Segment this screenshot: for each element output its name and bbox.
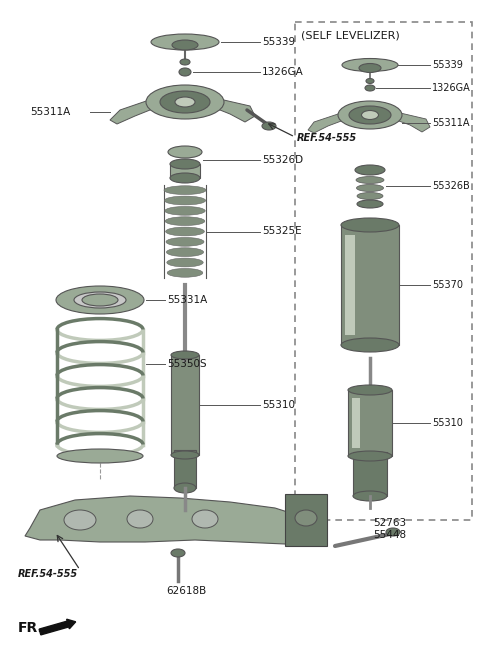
Bar xyxy=(171,355,199,455)
Bar xyxy=(285,494,327,546)
Ellipse shape xyxy=(74,292,126,308)
Ellipse shape xyxy=(179,68,191,76)
Ellipse shape xyxy=(355,165,385,175)
Ellipse shape xyxy=(357,184,384,192)
Bar xyxy=(170,164,200,178)
Ellipse shape xyxy=(170,173,200,183)
Ellipse shape xyxy=(348,451,392,461)
Text: 55325E: 55325E xyxy=(262,226,301,237)
Ellipse shape xyxy=(172,40,198,50)
Ellipse shape xyxy=(338,101,402,129)
Ellipse shape xyxy=(164,186,206,195)
Text: (SELF LEVELIZER): (SELF LEVELIZER) xyxy=(301,31,400,41)
Ellipse shape xyxy=(353,491,387,501)
Ellipse shape xyxy=(262,122,276,130)
Text: 55310: 55310 xyxy=(262,400,295,410)
Ellipse shape xyxy=(295,510,317,526)
Ellipse shape xyxy=(64,510,96,530)
Text: 1326GA: 1326GA xyxy=(262,67,304,77)
Bar xyxy=(341,225,399,345)
Ellipse shape xyxy=(361,110,379,119)
Ellipse shape xyxy=(359,64,381,73)
Polygon shape xyxy=(25,496,310,544)
Text: 55370: 55370 xyxy=(432,280,463,290)
Ellipse shape xyxy=(160,91,210,113)
Ellipse shape xyxy=(167,248,204,256)
Text: 52763: 52763 xyxy=(373,518,406,528)
Ellipse shape xyxy=(175,97,195,107)
Ellipse shape xyxy=(170,159,200,169)
Ellipse shape xyxy=(365,85,375,91)
Ellipse shape xyxy=(151,34,219,50)
Bar xyxy=(345,235,355,335)
Text: 55339: 55339 xyxy=(262,37,295,47)
Ellipse shape xyxy=(348,385,392,395)
Ellipse shape xyxy=(357,192,383,199)
Text: 55310: 55310 xyxy=(432,418,463,428)
Text: 55326D: 55326D xyxy=(262,155,303,165)
Ellipse shape xyxy=(356,176,384,184)
Text: REF.54-555: REF.54-555 xyxy=(297,133,357,143)
Ellipse shape xyxy=(127,510,153,528)
Polygon shape xyxy=(308,112,344,133)
Polygon shape xyxy=(396,112,430,132)
Ellipse shape xyxy=(167,258,203,267)
Ellipse shape xyxy=(171,451,199,459)
Ellipse shape xyxy=(164,196,205,205)
Polygon shape xyxy=(215,98,255,122)
Ellipse shape xyxy=(171,549,185,557)
Ellipse shape xyxy=(342,58,398,72)
Text: 55326B: 55326B xyxy=(432,181,470,191)
Text: FR.: FR. xyxy=(18,621,44,635)
Ellipse shape xyxy=(168,146,202,158)
Ellipse shape xyxy=(167,268,203,277)
Ellipse shape xyxy=(56,286,144,314)
Text: 1326GA: 1326GA xyxy=(432,83,471,93)
Ellipse shape xyxy=(165,216,205,226)
Ellipse shape xyxy=(165,207,205,215)
Ellipse shape xyxy=(171,351,199,359)
Text: 55311A: 55311A xyxy=(30,107,70,117)
Ellipse shape xyxy=(366,79,374,83)
Bar xyxy=(352,398,360,448)
Text: 55311A: 55311A xyxy=(432,118,469,128)
Ellipse shape xyxy=(146,85,224,119)
Text: 55448: 55448 xyxy=(373,530,406,540)
Ellipse shape xyxy=(57,449,143,463)
Ellipse shape xyxy=(180,59,190,65)
Bar xyxy=(348,390,392,456)
Ellipse shape xyxy=(192,510,218,528)
FancyArrow shape xyxy=(39,619,76,635)
Text: 55331A: 55331A xyxy=(167,295,207,305)
Ellipse shape xyxy=(341,218,399,232)
Ellipse shape xyxy=(357,200,383,208)
Text: REF.54-555: REF.54-555 xyxy=(18,569,78,579)
Ellipse shape xyxy=(166,237,204,246)
Text: 55350S: 55350S xyxy=(167,359,206,369)
Ellipse shape xyxy=(349,106,391,124)
Ellipse shape xyxy=(166,227,204,236)
Polygon shape xyxy=(110,98,155,124)
Text: 62618B: 62618B xyxy=(166,586,206,596)
FancyBboxPatch shape xyxy=(295,22,472,520)
Ellipse shape xyxy=(174,483,196,493)
Ellipse shape xyxy=(341,338,399,352)
Ellipse shape xyxy=(386,528,400,536)
Bar xyxy=(353,452,387,496)
Text: 55339: 55339 xyxy=(432,60,463,70)
Bar xyxy=(174,450,196,488)
Ellipse shape xyxy=(82,294,118,306)
